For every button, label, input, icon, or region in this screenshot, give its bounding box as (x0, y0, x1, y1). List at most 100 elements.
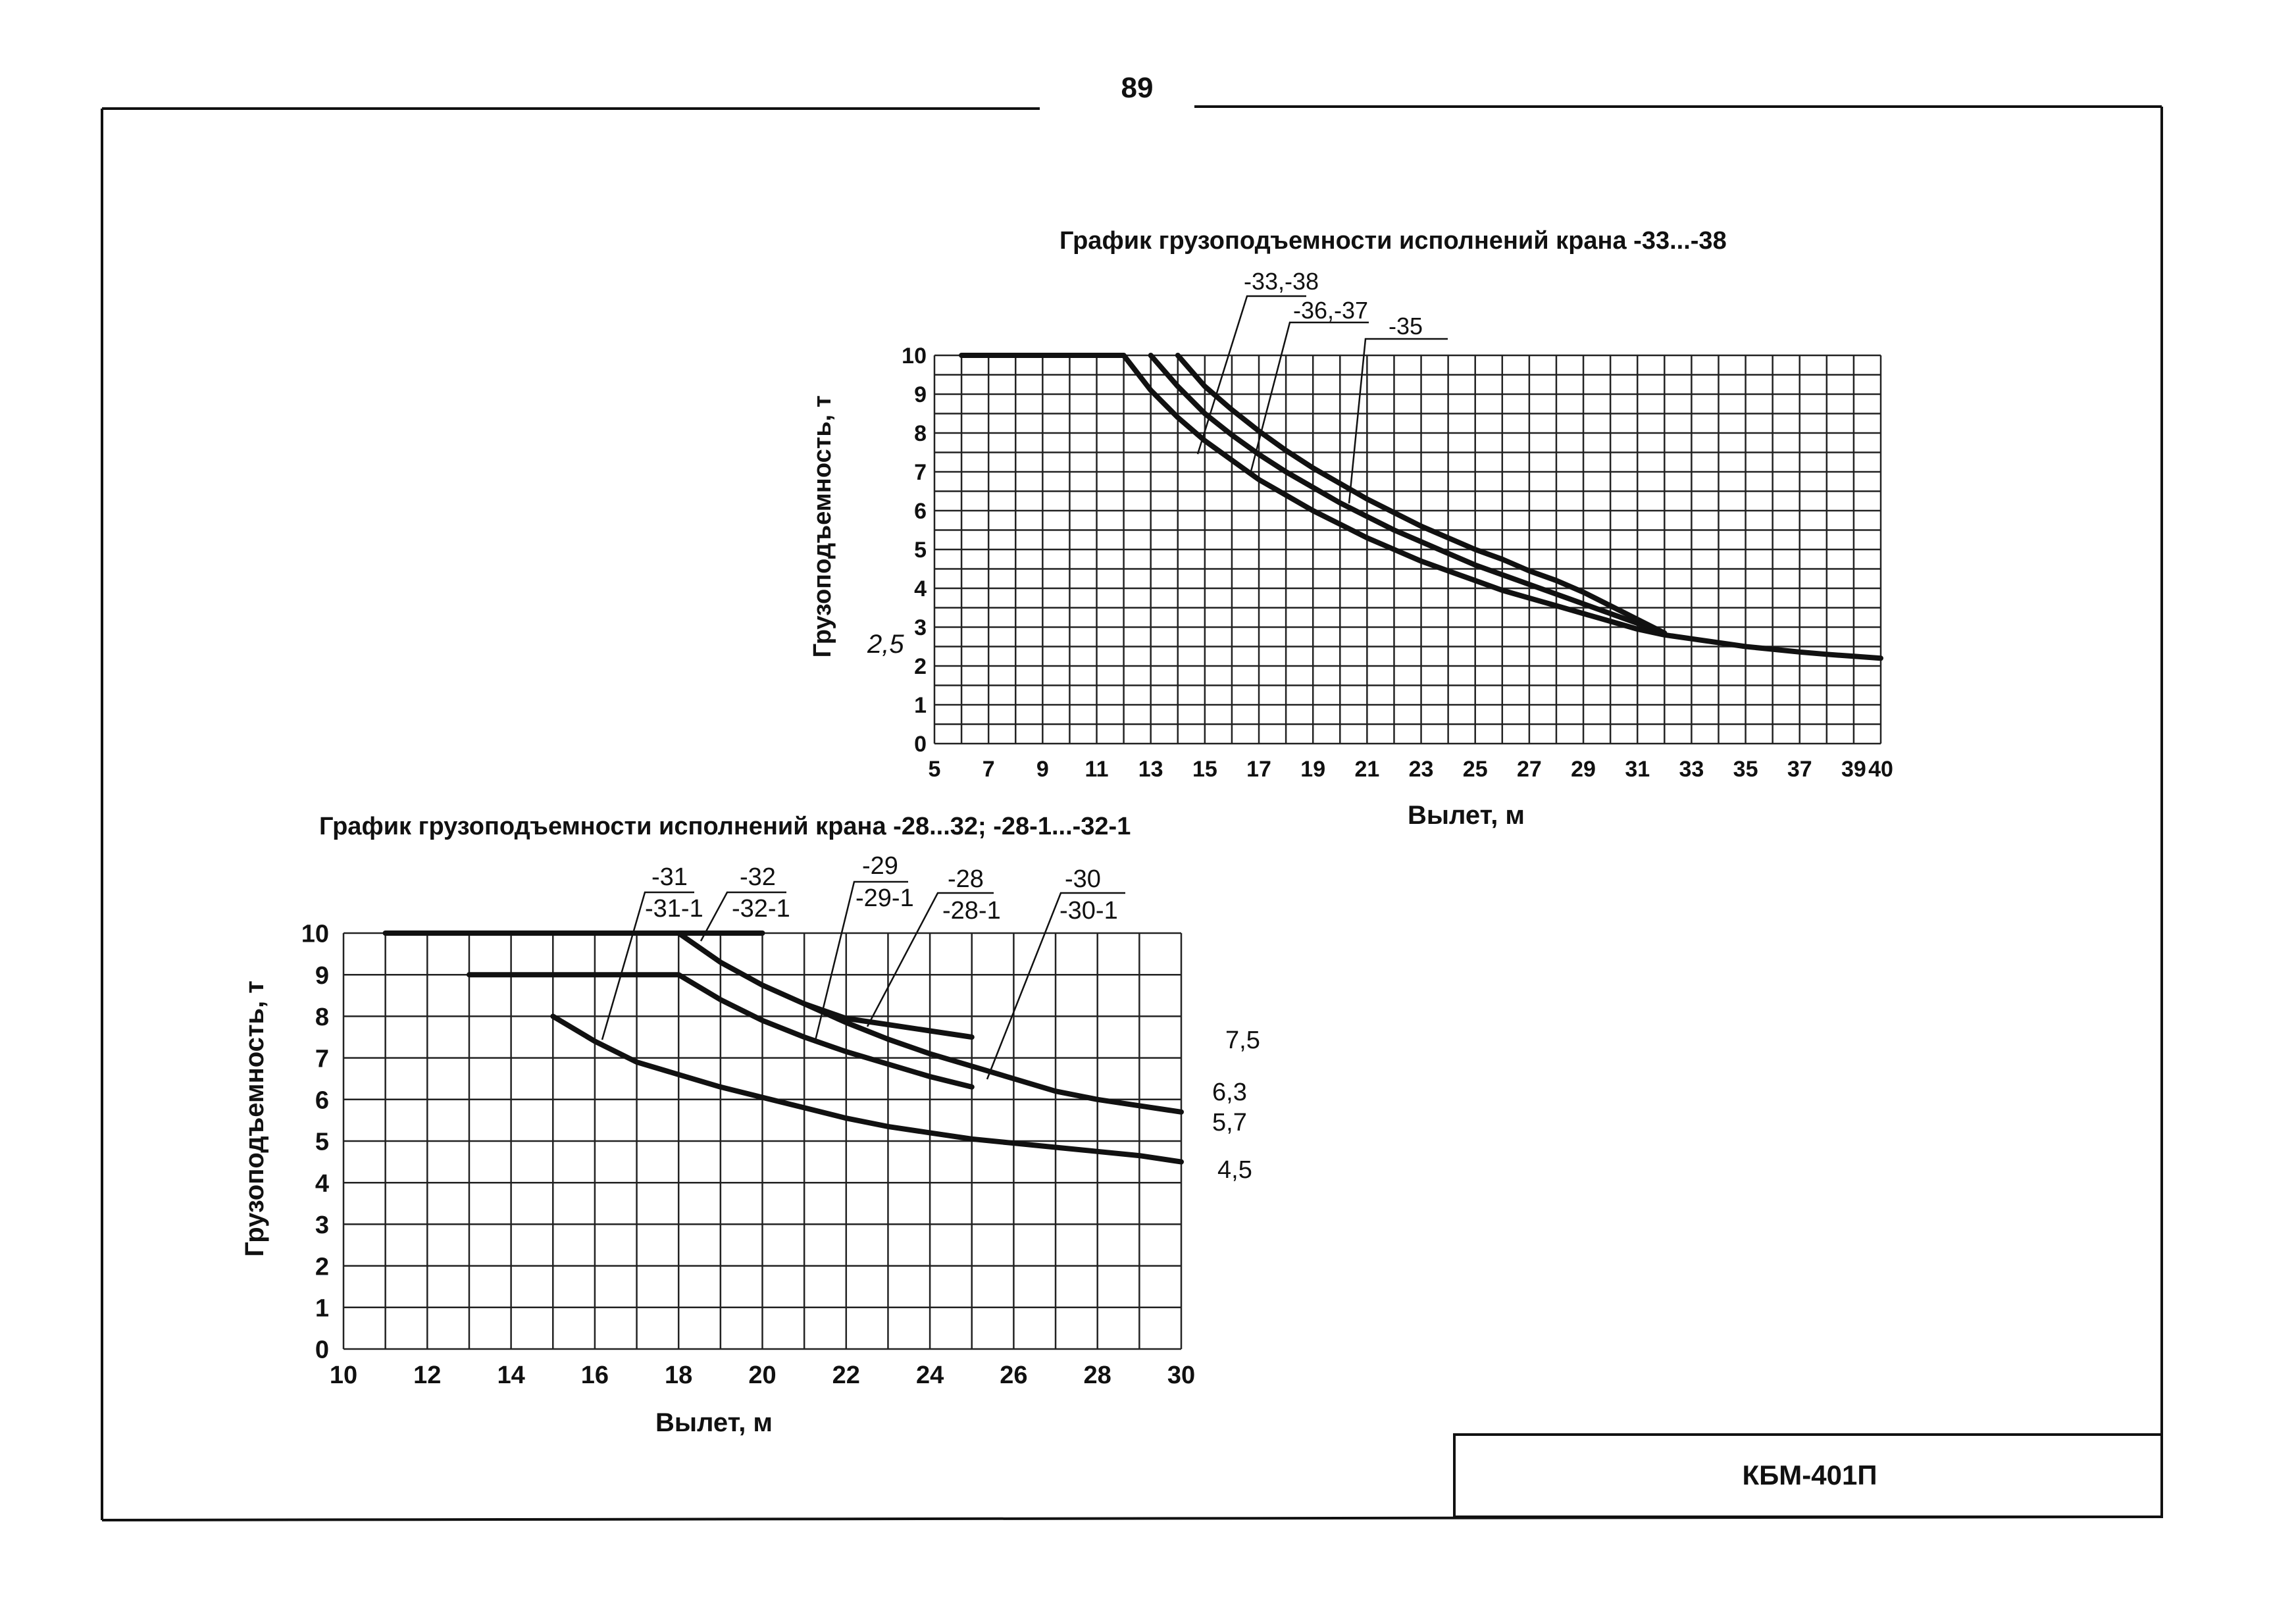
chart-top-ylabel: Грузоподъемность, т (809, 395, 836, 658)
callout-label: -30-1 (1059, 897, 1118, 925)
x-tick-label: 10 (330, 1362, 357, 1389)
y-tick-label: 1 (914, 693, 927, 718)
y-tick-label: 3 (914, 615, 927, 640)
x-tick-label: 9 (1036, 757, 1049, 782)
y-tick-label: 0 (914, 732, 927, 757)
callout-label: -29-1 (855, 884, 914, 912)
callout-leader (1348, 338, 1448, 504)
end-label: 4,5 (1217, 1156, 1252, 1184)
callout-leader (700, 891, 786, 942)
callout-leader (986, 892, 1125, 1080)
x-tick-label: 33 (1679, 757, 1704, 782)
x-tick-label: 14 (497, 1362, 524, 1389)
callout-leader (1196, 295, 1306, 455)
callout-label: -30 (1065, 865, 1101, 893)
x-tick-label: 31 (1625, 757, 1650, 782)
y-tick-label: 7 (315, 1045, 329, 1073)
callout-leader (601, 891, 694, 1040)
y-tick-label: 8 (914, 421, 927, 446)
x-tick-label: 24 (916, 1362, 944, 1389)
x-tick-label: 20 (748, 1362, 776, 1389)
chart-bottom-title: График грузоподъемности исполнений крана… (319, 813, 1131, 840)
x-tick-label: 25 (1463, 757, 1488, 782)
chart-bottom-series (382, 930, 1184, 1165)
x-tick-label: 35 (1733, 757, 1758, 782)
page-number: 89 (1121, 72, 1154, 104)
chart-top-title: График грузоподъемности исполнений крана… (1059, 227, 1727, 255)
y-tick-label: 5 (315, 1129, 329, 1156)
y-tick-label: 0 (315, 1337, 329, 1364)
callout-label: -31-1 (645, 895, 703, 923)
y-tick-label: 1 (315, 1294, 329, 1322)
x-tick-label: 7 (982, 757, 995, 782)
y-tick-label: 10 (902, 344, 927, 369)
chart-top: График грузоподъемности исполнений крана… (809, 227, 1893, 830)
series-line (382, 930, 1184, 1115)
chart-top-xlabel: Вылет, м (1408, 801, 1525, 830)
chart-bottom-xlabel: Вылет, м (655, 1408, 773, 1437)
callout-label: -32 (740, 863, 776, 891)
x-tick-label: 15 (1192, 757, 1217, 782)
y-tick-label: 4 (914, 576, 927, 601)
series-line (1148, 353, 1668, 636)
chart-top-grid (933, 354, 1882, 745)
chart-top-callouts: -33,-38 -36,-37 -35 (1196, 268, 1448, 504)
series-line (802, 1001, 975, 1040)
stamp-label: КБМ-401П (1742, 1460, 1877, 1490)
series-line (550, 1013, 1184, 1165)
chart-top-ticks: 5 7 9 11 13 15 17 19 21 23 25 27 29 31 33 35 37 39 4001234… (902, 344, 1893, 782)
x-tick-label: 16 (581, 1362, 609, 1389)
title-block: КБМ-401П (1453, 1433, 2163, 1518)
y-tick-label: 6 (914, 499, 927, 524)
x-tick-label: 28 (1084, 1362, 1111, 1389)
x-tick-label: 13 (1138, 757, 1163, 782)
callout-leader (813, 880, 908, 1044)
x-tick-label: 5 (929, 757, 941, 782)
y-tick-label: 7 (914, 460, 927, 485)
series-line (959, 353, 1883, 661)
callout-label: -31 (651, 863, 688, 891)
x-tick-label: 27 (1517, 757, 1542, 782)
x-tick-label: 26 (1000, 1362, 1027, 1389)
callout-leader (866, 892, 994, 1027)
callout-label: -28-1 (942, 897, 1001, 925)
x-tick-label: 17 (1246, 757, 1271, 782)
y-tick-label: 9 (315, 962, 329, 990)
y-tick-label: 8 (315, 1004, 329, 1031)
end-label: 5,7 (1212, 1109, 1247, 1136)
callout-label: -36,-37 (1293, 297, 1368, 324)
series-line (467, 972, 975, 1090)
x-tick-label: 29 (1571, 757, 1596, 782)
x-tick-label: 23 (1409, 757, 1434, 782)
callout-leader (1249, 321, 1369, 474)
x-tick-label: 39 (1841, 757, 1866, 782)
y-tick-label: 4 (315, 1170, 329, 1198)
chart-top-series (959, 353, 1883, 661)
x-tick-label: 22 (832, 1362, 860, 1389)
y-tick-label: 2 (914, 654, 927, 679)
end-label: 6,3 (1212, 1079, 1247, 1106)
callout-label: -35 (1389, 313, 1423, 340)
x-tick-label: 11 (1085, 757, 1109, 782)
y-tick-label: 5 (914, 538, 927, 563)
callout-label: -32-1 (732, 895, 790, 923)
x-tick-label: 30 (1167, 1362, 1195, 1389)
x-tick-label: 37 (1787, 757, 1812, 782)
y-tick-label: 2 (315, 1253, 329, 1281)
callout-label: -29 (862, 852, 898, 880)
x-tick-label: 12 (413, 1362, 441, 1389)
chart-bottom: График грузоподъемности исполнений крана… (240, 813, 1260, 1437)
callout-label: -28 (948, 865, 984, 893)
chart-bottom-grid (342, 932, 1183, 1350)
x-tick-label: 21 (1354, 757, 1379, 782)
y-tick-label: 6 (315, 1086, 329, 1114)
x-tick-label: 19 (1300, 757, 1325, 782)
series-line (1175, 353, 1668, 636)
x-tick-label: 18 (665, 1362, 692, 1389)
y-tick-label: 10 (301, 921, 329, 948)
x-tick-label: 40 (1868, 757, 1893, 782)
y-tick-label: 9 (914, 382, 927, 407)
callout-label: -33,-38 (1244, 268, 1319, 295)
